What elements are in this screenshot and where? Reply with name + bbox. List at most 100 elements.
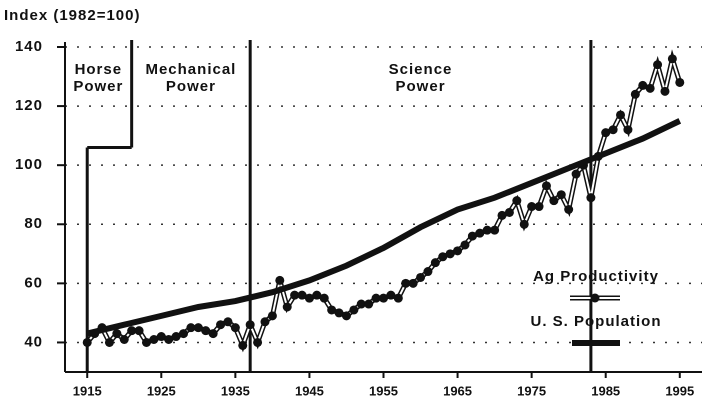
point — [475, 228, 485, 238]
point — [141, 337, 151, 347]
y-tick-label: 40 — [24, 333, 43, 350]
point — [616, 110, 626, 120]
point — [327, 305, 337, 315]
y-tick-label: 80 — [24, 215, 43, 232]
x-tick-label: 1985 — [591, 383, 620, 398]
era-label: Horse — [75, 61, 123, 78]
point — [608, 125, 618, 135]
point — [541, 181, 551, 191]
point — [467, 231, 477, 241]
x-tick-label: 1925 — [147, 383, 176, 398]
point — [401, 278, 411, 288]
point — [512, 196, 522, 206]
point — [675, 77, 685, 87]
point — [179, 329, 189, 339]
legend-marker — [590, 293, 600, 303]
point — [534, 202, 544, 212]
point — [364, 299, 374, 309]
point — [638, 80, 648, 90]
x-tick-label: 1935 — [221, 383, 250, 398]
y-tick-label: 100 — [15, 156, 43, 173]
y-tick-label: 60 — [24, 274, 43, 291]
point — [282, 302, 292, 312]
point — [164, 335, 174, 344]
point — [667, 54, 677, 64]
point — [438, 252, 448, 262]
point — [193, 323, 203, 333]
x-tick-label: 1975 — [517, 383, 546, 398]
era-label: Power — [73, 78, 123, 95]
x-tick-label: 1995 — [665, 383, 694, 398]
point — [445, 249, 455, 259]
point — [119, 335, 129, 344]
point — [134, 326, 144, 336]
point — [186, 323, 196, 333]
point — [171, 332, 181, 342]
point — [423, 267, 433, 277]
era-label: Power — [396, 78, 446, 95]
point — [156, 332, 166, 342]
point — [216, 320, 226, 330]
point — [519, 219, 529, 229]
y-tick-label: 140 — [15, 38, 43, 55]
point — [371, 293, 381, 303]
point — [319, 293, 329, 303]
legend-label: U. S. Population — [531, 313, 662, 330]
point — [275, 275, 285, 285]
point — [416, 272, 426, 282]
point — [586, 193, 596, 203]
point — [453, 246, 463, 256]
point — [504, 207, 514, 217]
point — [230, 323, 240, 333]
point — [253, 337, 263, 347]
point — [334, 308, 344, 318]
point — [601, 128, 611, 138]
era-label: Mechanical — [145, 61, 236, 78]
point — [82, 337, 92, 347]
point — [312, 290, 322, 300]
era-label: Power — [166, 78, 216, 95]
point — [223, 317, 233, 327]
point — [490, 225, 500, 235]
x-tick-label: 1945 — [295, 383, 324, 398]
era-label: Science — [389, 61, 453, 78]
point — [482, 225, 492, 235]
point — [549, 196, 559, 206]
point — [660, 86, 670, 96]
x-tick-label: 1965 — [443, 383, 472, 398]
point — [112, 329, 122, 339]
point — [290, 290, 300, 300]
y-tick-label: 120 — [15, 97, 43, 114]
point — [260, 317, 270, 327]
point — [393, 293, 403, 303]
point — [497, 210, 507, 220]
point — [527, 202, 537, 212]
point — [201, 326, 211, 336]
point — [571, 169, 581, 179]
point — [304, 293, 314, 303]
legend-label: Ag Productivity — [533, 268, 659, 285]
point — [630, 89, 640, 99]
point — [356, 299, 366, 309]
point — [430, 258, 440, 268]
point — [104, 337, 114, 347]
series-line — [86, 118, 682, 337]
point — [238, 340, 248, 350]
point — [349, 305, 359, 315]
point — [623, 125, 633, 135]
point — [653, 60, 663, 70]
point — [341, 311, 351, 321]
point — [645, 83, 655, 93]
point — [564, 205, 574, 214]
y-axis-label: Index (1982=100) — [4, 7, 141, 24]
x-tick-label: 1915 — [73, 383, 102, 398]
point — [460, 240, 470, 250]
point — [379, 293, 388, 303]
point — [386, 290, 396, 300]
point — [297, 290, 307, 300]
point — [245, 320, 255, 330]
point — [408, 278, 418, 288]
point — [149, 335, 159, 344]
point — [556, 190, 566, 200]
